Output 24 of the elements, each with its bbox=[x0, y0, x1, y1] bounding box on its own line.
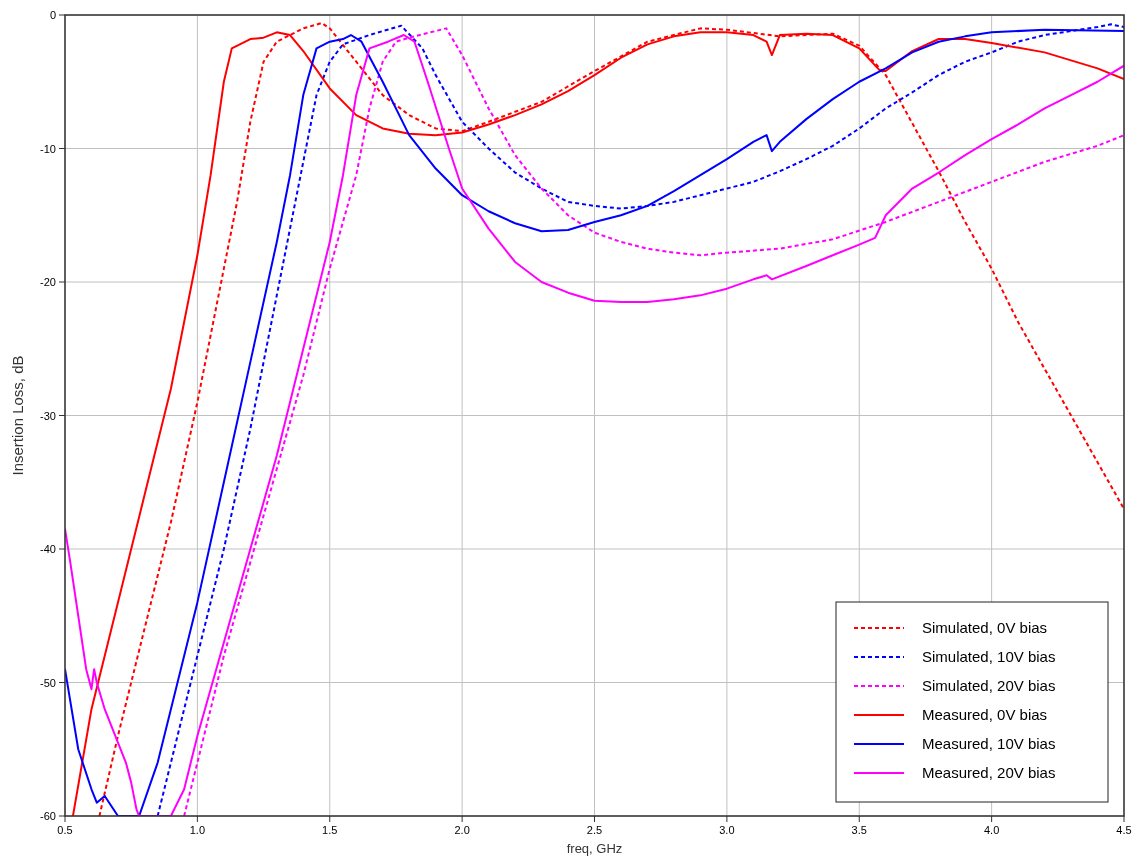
x-tick-label: 2.0 bbox=[454, 824, 470, 836]
y-tick-label: -30 bbox=[40, 409, 56, 422]
x-tick-label: 1.5 bbox=[322, 824, 338, 836]
legend-label: Simulated, 0V bias bbox=[922, 619, 1048, 636]
legend-label: Simulated, 20V bias bbox=[922, 677, 1056, 694]
y-axis-title: Insertion Loss, dB bbox=[9, 355, 26, 476]
legend-label: Measured, 0V bias bbox=[922, 706, 1048, 723]
y-tick-label: -50 bbox=[40, 676, 56, 689]
y-tick-label: -40 bbox=[40, 543, 56, 555]
x-axis-title: freq, GHz bbox=[566, 841, 623, 856]
x-tick-label: 1.0 bbox=[189, 824, 206, 836]
x-tick-label: 3.0 bbox=[719, 824, 735, 836]
legend-label: Measured, 10V bias bbox=[922, 735, 1056, 752]
y-tick-label: -20 bbox=[40, 276, 56, 288]
legend-label: Measured, 20V bias bbox=[922, 764, 1056, 781]
y-tick-label: 0 bbox=[49, 9, 56, 21]
x-tick-label: 2.5 bbox=[586, 824, 603, 836]
x-tick-label: 3.5 bbox=[851, 824, 867, 836]
y-tick-label: -60 bbox=[40, 810, 56, 822]
legend-label: Simulated, 10V bias bbox=[922, 648, 1056, 665]
x-tick-label: 4.0 bbox=[983, 824, 1000, 836]
x-tick-label: 4.5 bbox=[1116, 824, 1132, 836]
y-tick-label: -10 bbox=[40, 142, 56, 155]
x-tick-label: 0.5 bbox=[57, 824, 73, 836]
